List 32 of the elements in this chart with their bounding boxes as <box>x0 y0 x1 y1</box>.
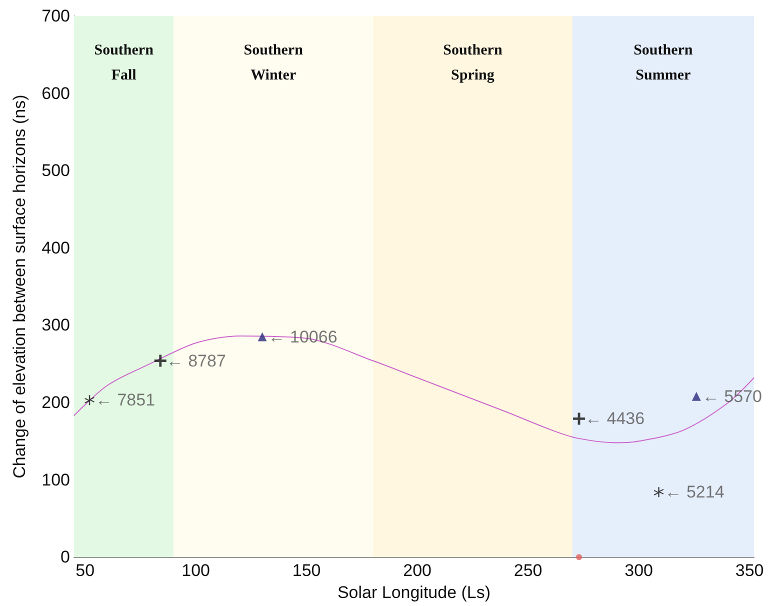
y-tick-label: 300 <box>42 316 70 335</box>
y-tick-label: 0 <box>60 548 70 567</box>
band-label: Southern Fall <box>94 42 154 84</box>
x-tick-label: 50 <box>76 561 95 580</box>
x-tick-label: 350 <box>735 561 764 580</box>
band-label: Southern Winter <box>244 42 304 84</box>
point <box>654 487 664 498</box>
point <box>258 332 267 342</box>
band-label: Southern Spring <box>443 42 503 84</box>
annotation: ← 4436 <box>585 409 645 428</box>
annotation: ← 8787 <box>166 351 226 370</box>
x-tick-label: 100 <box>182 561 210 580</box>
annotation: ← 5214 <box>664 482 724 502</box>
point <box>154 354 166 367</box>
point <box>576 554 582 560</box>
band-label: Southern Summer <box>634 42 694 84</box>
x-tick-label: 150 <box>292 561 321 580</box>
x-tick-label: 250 <box>514 561 542 580</box>
x-tick-label: 300 <box>624 561 654 580</box>
x-axis-title: Solar Longitude (Ls) <box>337 583 491 602</box>
annotation: ← 7851 <box>96 390 156 410</box>
point <box>84 395 95 406</box>
point <box>573 412 586 425</box>
y-tick-label: 700 <box>42 6 70 26</box>
y-axis-title: Change of elevation between surface horizons (ns) <box>10 94 29 478</box>
y-tick-label: 400 <box>42 238 70 258</box>
y-tick-label: 100 <box>42 470 70 490</box>
x-tick-label: 200 <box>403 561 432 580</box>
y-tick-label: 200 <box>42 393 70 412</box>
point <box>692 392 701 401</box>
y-tick-label: 600 <box>42 84 70 103</box>
y-tick-label: 500 <box>42 161 70 180</box>
